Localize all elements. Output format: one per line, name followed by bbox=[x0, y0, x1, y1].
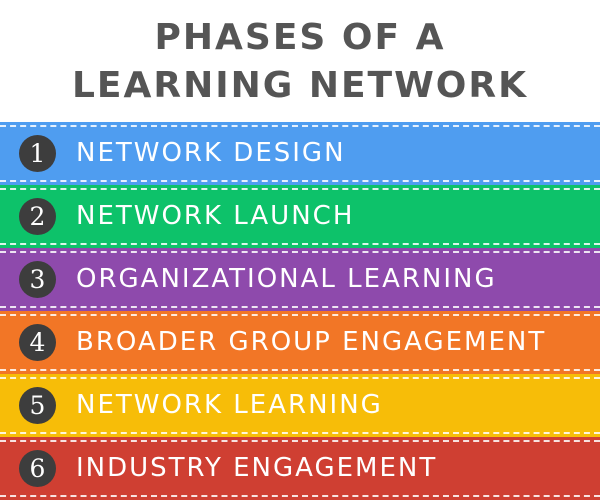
phase-label: ORGANIZATIONAL LEARNING bbox=[76, 264, 497, 294]
phase-list: 1 NETWORK DESIGN 2 NETWORK LAUNCH 3 ORGA… bbox=[0, 122, 600, 500]
phase-label: NETWORK LEARNING bbox=[76, 390, 383, 420]
phase-number-badge: 2 bbox=[19, 198, 56, 235]
phase-label: BROADER GROUP ENGAGEMENT bbox=[76, 327, 547, 357]
phase-label: INDUSTRY ENGAGEMENT bbox=[76, 453, 438, 483]
stitch-line bbox=[0, 369, 600, 371]
phase-band-6: 6 INDUSTRY ENGAGEMENT bbox=[0, 437, 600, 500]
stitch-line bbox=[0, 251, 600, 253]
title-line-1: PHASES OF A bbox=[154, 17, 446, 58]
stitch-line bbox=[0, 180, 600, 182]
stitch-line bbox=[0, 377, 600, 379]
stitch-line bbox=[0, 440, 600, 442]
stitch-line bbox=[0, 314, 600, 316]
stitch-line bbox=[0, 125, 600, 127]
title-line-2: LEARNING NETWORK bbox=[71, 65, 529, 106]
phase-label: NETWORK DESIGN bbox=[76, 138, 346, 168]
phase-band-2: 2 NETWORK LAUNCH bbox=[0, 185, 600, 248]
phase-number-badge: 1 bbox=[19, 135, 56, 172]
phase-band-4: 4 BROADER GROUP ENGAGEMENT bbox=[0, 311, 600, 374]
stitch-line bbox=[0, 432, 600, 434]
stitch-line bbox=[0, 306, 600, 308]
phase-number-badge: 4 bbox=[19, 324, 56, 361]
phase-number-badge: 6 bbox=[19, 450, 56, 487]
phase-band-5: 5 NETWORK LEARNING bbox=[0, 374, 600, 437]
phase-number-badge: 5 bbox=[19, 387, 56, 424]
phase-label: NETWORK LAUNCH bbox=[76, 201, 355, 231]
stitch-line bbox=[0, 188, 600, 190]
phase-band-3: 3 ORGANIZATIONAL LEARNING bbox=[0, 248, 600, 311]
page-title: PHASES OF A LEARNING NETWORK bbox=[0, 14, 600, 110]
phase-number-badge: 3 bbox=[19, 261, 56, 298]
phase-band-1: 1 NETWORK DESIGN bbox=[0, 122, 600, 185]
stitch-line bbox=[0, 495, 600, 497]
stitch-line bbox=[0, 243, 600, 245]
